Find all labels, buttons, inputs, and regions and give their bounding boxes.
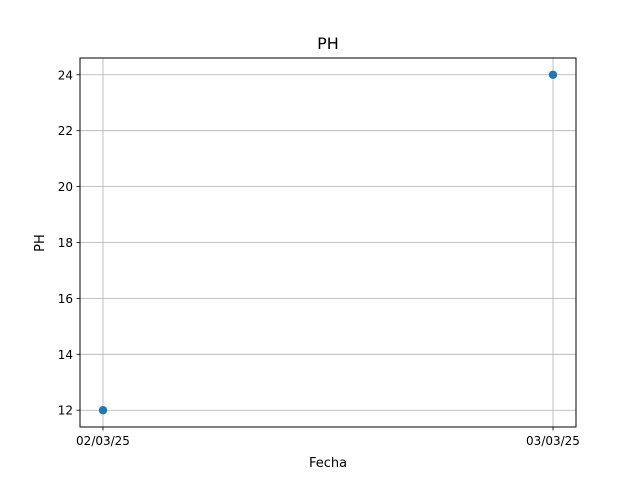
y-tick-label: 24 <box>58 68 73 82</box>
y-tick-label: 14 <box>58 348 73 362</box>
x-tick-label: 02/03/25 <box>76 434 130 448</box>
y-axis-label: PH <box>33 234 48 252</box>
y-tick-label: 18 <box>58 236 73 250</box>
tick-layer: 12 14 16 18 20 22 24 02/03/25 03/03/25 <box>58 68 580 448</box>
y-tick-label: 22 <box>58 124 73 138</box>
x-tick-label: 03/03/25 <box>526 434 580 448</box>
y-tick-label: 12 <box>58 404 73 418</box>
point-layer <box>98 70 558 415</box>
data-point <box>98 406 108 415</box>
y-tick-label: 16 <box>58 292 73 306</box>
y-tick-label: 20 <box>58 180 73 194</box>
chart-title: PH <box>317 34 339 53</box>
plot-area-frame <box>79 57 577 428</box>
grid-layer <box>80 58 576 427</box>
x-axis-label: Fecha <box>309 456 347 471</box>
data-point <box>548 70 558 79</box>
